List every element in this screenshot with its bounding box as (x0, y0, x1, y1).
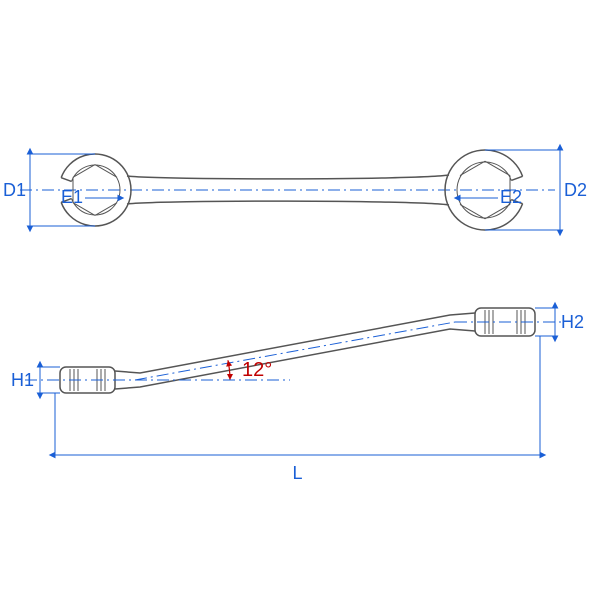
side-left-head (60, 367, 115, 393)
angle-arrow (226, 360, 232, 366)
l-label: L (292, 463, 302, 483)
angle-arrow (227, 374, 233, 380)
e1-label: E1 (61, 187, 83, 207)
d1-label: D1 (3, 180, 26, 200)
d2-label: D2 (564, 180, 587, 200)
right-head-gap2 (511, 176, 522, 180)
h2-label: H2 (561, 312, 584, 332)
shank-bottom-edge (127, 201, 449, 205)
right-head-hex-edge (485, 161, 510, 175)
right-head-hex-edge (460, 204, 485, 218)
side-shank-top (115, 313, 475, 373)
left-head-gap1 (61, 178, 71, 182)
h1-label: H1 (11, 370, 34, 390)
left-head-hex-edge (95, 165, 117, 178)
left-head-hex-edge (73, 165, 95, 178)
left-head-hex-edge (95, 203, 117, 216)
side-centerline-diag (135, 322, 455, 380)
e2-label: E2 (500, 187, 522, 207)
angle-label: 12° (242, 359, 272, 381)
right-head-hex-edge (460, 161, 485, 175)
shank-top-edge (127, 175, 449, 179)
